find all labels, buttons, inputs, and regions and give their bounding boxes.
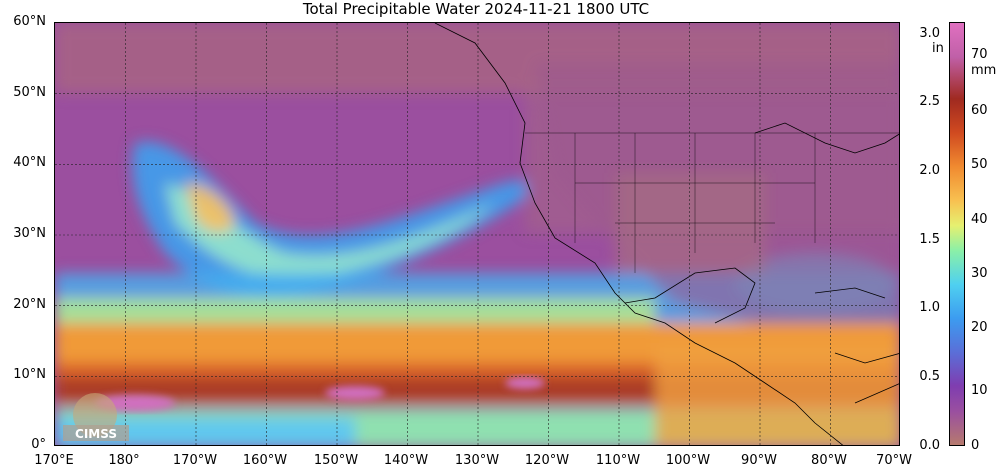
tpw-map: CIMSS [54,22,900,446]
lat-label: 10°N [13,367,46,382]
lon-label: 70°W [876,453,912,468]
colorbar-mm-tick: 0 [971,438,980,453]
lon-label: 110°W [595,453,641,468]
colorbar-in-tick: 1.0 [919,300,940,315]
colorbar-mm-tick: 20 [971,320,988,335]
colorbar-mm-tick: 40 [971,212,988,227]
colorbar-in-tick: 1.5 [919,232,940,247]
lon-label: 80°W [811,453,847,468]
lat-label: 60°N [13,14,46,29]
lon-label: 100°W [665,453,711,468]
colorbar-mm-tick: 30 [971,266,988,281]
lat-label: 30°N [13,226,46,241]
colorbar-in-tick: 2.0 [919,163,940,178]
lon-label: 140°W [383,453,429,468]
lon-label: 130°W [454,453,500,468]
lat-label: 40°N [13,155,46,170]
lat-label: 20°N [13,297,46,312]
colorbar-in-tick: 0.5 [919,369,940,384]
colorbar-mm-tick: 50 [971,157,988,172]
logo-text: CIMSS [75,427,117,441]
colorbar-in-tick: 0.0 [919,438,940,453]
colorbar-mm-unit: mm [971,63,997,78]
lat-label: 0° [31,437,46,452]
tpw-field: CIMSS [55,23,899,445]
colorbar-mm-tick: 70 [971,47,988,62]
lat-label: 50°N [13,85,46,100]
colorbar-in-unit: in [932,41,944,56]
lon-label: 150°W [313,453,359,468]
lon-label: 170°W [172,453,218,468]
colorbar-mm-tick: 10 [971,383,988,398]
colorbar-in-tick: 3.0 [919,26,940,41]
colorbar [949,22,965,446]
colorbar-in-tick: 2.5 [919,94,940,109]
lon-label: 90°W [741,453,777,468]
cimss-logo: CIMSS [63,393,129,441]
lon-label: 160°W [242,453,288,468]
map-title: Total Precipitable Water 2024-11-21 1800… [302,0,650,18]
lon-label: 180° [108,453,140,468]
lon-label: 170°E [34,453,74,468]
colorbar-mm-tick: 60 [971,103,988,118]
lon-label: 120°W [524,453,570,468]
